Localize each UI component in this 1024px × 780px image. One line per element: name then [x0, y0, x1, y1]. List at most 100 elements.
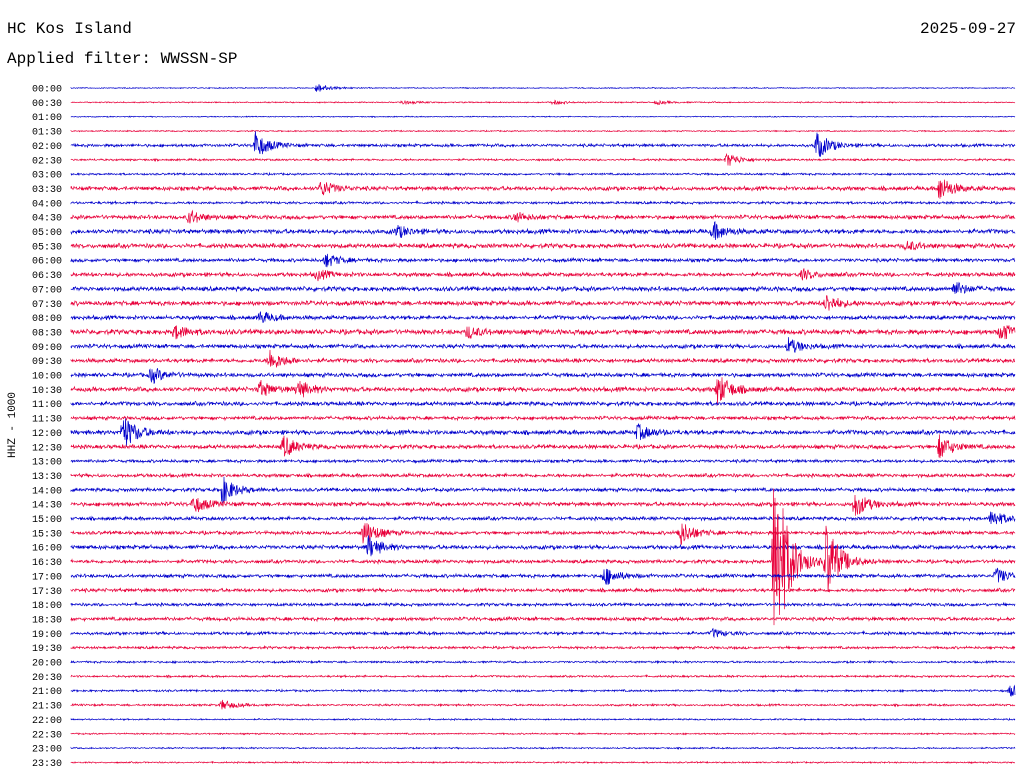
- seismic-trace: [70, 717, 1016, 722]
- seismic-trace: [70, 129, 1016, 133]
- row-time-label: 02:30: [32, 156, 62, 167]
- row-time-label: 21:30: [32, 702, 62, 713]
- date-label: 2025-09-27: [919, 20, 1016, 38]
- row-time-label: 19:30: [32, 644, 62, 655]
- row-time-label: 17:30: [32, 587, 62, 598]
- row-time-label: 19:00: [32, 630, 62, 641]
- row-time-label: 03:00: [32, 171, 62, 182]
- seismic-trace: [70, 434, 1016, 459]
- row-time-label: 12:30: [32, 443, 62, 454]
- seismic-trace: [70, 84, 1016, 92]
- seismic-trace: [70, 337, 1016, 353]
- row-time-label: 00:30: [32, 99, 62, 110]
- row-time-label: 22:00: [32, 716, 62, 727]
- row-time-label: 11:00: [32, 400, 62, 411]
- seismic-trace: [70, 414, 1016, 422]
- row-time-label: 20:00: [32, 659, 62, 670]
- seismic-trace: [70, 476, 1016, 504]
- row-time-label: 16:30: [32, 558, 62, 569]
- seismic-trace: [70, 760, 1016, 765]
- seismic-trace: [70, 325, 1016, 340]
- seismic-trace: [70, 377, 1016, 406]
- seismic-trace: [70, 200, 1016, 206]
- row-time-label: 17:00: [32, 572, 62, 583]
- seismic-trace: [70, 659, 1016, 665]
- row-time-label: 07:30: [32, 300, 62, 311]
- row-time-label: 04:00: [32, 199, 62, 210]
- row-time-label: 09:00: [32, 343, 62, 354]
- seismic-trace: [70, 171, 1016, 177]
- row-time-label: 11:30: [32, 415, 62, 426]
- seismic-trace: [70, 673, 1016, 679]
- row-time-label: 04:30: [32, 214, 62, 225]
- seismic-trace: [70, 472, 1016, 479]
- seismic-trace: [70, 311, 1016, 323]
- seismic-trace: [70, 495, 1016, 516]
- seismic-trace: [70, 368, 1016, 384]
- row-time-label: 13:30: [32, 472, 62, 483]
- seismic-trace: [70, 400, 1016, 408]
- row-time-label: 14:00: [32, 486, 62, 497]
- seismic-trace: [70, 115, 1016, 118]
- seismic-trace: [70, 699, 1016, 710]
- seismic-trace: [70, 281, 1016, 294]
- seismic-trace: [70, 644, 1016, 651]
- seismic-trace: [70, 684, 1016, 698]
- row-time-label: 14:30: [32, 501, 62, 512]
- seismic-trace: [70, 488, 1016, 626]
- seismic-trace: [70, 295, 1016, 311]
- seismic-trace: [70, 179, 1016, 199]
- row-time-label: 23:00: [32, 745, 62, 756]
- seismic-trace: [70, 523, 1016, 545]
- row-time-label: 10:00: [32, 372, 62, 383]
- seismic-trace: [70, 458, 1016, 465]
- seismic-trace: [70, 586, 1016, 594]
- row-time-label: 18:00: [32, 601, 62, 612]
- seismic-trace: [70, 615, 1016, 623]
- row-time-label: 00:00: [32, 85, 62, 96]
- row-time-label: 06:00: [32, 257, 62, 268]
- row-time-label: 07:00: [32, 285, 62, 296]
- seismic-trace: [70, 131, 1016, 157]
- seismic-trace: [70, 268, 1016, 282]
- y-axis-label: HHZ - 1000: [7, 392, 19, 458]
- filter-label: Applied filter: WWSSN-SP: [7, 50, 238, 68]
- station-title: HC Kos Island: [7, 20, 132, 38]
- row-time-label: 22:30: [32, 730, 62, 741]
- row-time-label: 15:00: [32, 515, 62, 526]
- seismic-trace: [70, 511, 1016, 525]
- seismic-trace: [70, 221, 1016, 240]
- seismic-trace: [70, 99, 1016, 106]
- row-time-label: 10:30: [32, 386, 62, 397]
- row-time-label: 01:00: [32, 113, 62, 124]
- row-time-label: 06:30: [32, 271, 62, 282]
- seismic-trace: [70, 627, 1016, 639]
- row-time-label: 20:30: [32, 673, 62, 684]
- seismic-trace: [70, 567, 1016, 585]
- row-time-label: 08:30: [32, 328, 62, 339]
- seismic-trace: [70, 732, 1016, 736]
- row-time-label: 01:30: [32, 128, 62, 139]
- seismic-trace: [70, 746, 1016, 750]
- row-time-label: 09:30: [32, 357, 62, 368]
- seismic-trace: [70, 152, 1016, 166]
- seismic-trace: [70, 209, 1016, 224]
- row-time-label: 12:00: [32, 429, 62, 440]
- row-time-label: 08:00: [32, 314, 62, 325]
- row-time-label: 21:00: [32, 687, 62, 698]
- row-time-label: 05:00: [32, 228, 62, 239]
- row-time-label: 05:30: [32, 242, 62, 253]
- seismic-trace: [70, 349, 1016, 368]
- row-time-label: 02:00: [32, 142, 62, 153]
- seismic-trace: [70, 253, 1016, 268]
- row-time-label: 15:30: [32, 529, 62, 540]
- row-time-label: 13:00: [32, 458, 62, 469]
- row-time-label: 23:30: [32, 759, 62, 770]
- seismic-trace: [70, 535, 1016, 557]
- seismic-trace: [70, 240, 1016, 251]
- row-time-label: 03:30: [32, 185, 62, 196]
- seismic-trace: [70, 418, 1016, 447]
- row-time-label: 16:00: [32, 544, 62, 555]
- row-time-label: 18:30: [32, 615, 62, 626]
